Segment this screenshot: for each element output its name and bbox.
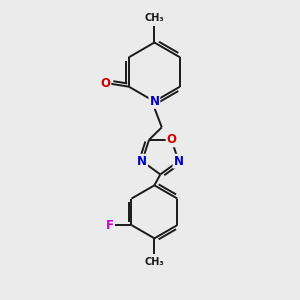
Text: N: N — [173, 155, 184, 168]
Text: N: N — [137, 155, 147, 168]
Text: N: N — [149, 95, 159, 108]
Text: O: O — [167, 133, 177, 146]
Text: CH₃: CH₃ — [145, 257, 164, 267]
Text: F: F — [105, 219, 113, 232]
Text: CH₃: CH₃ — [145, 13, 164, 23]
Text: O: O — [100, 77, 110, 90]
